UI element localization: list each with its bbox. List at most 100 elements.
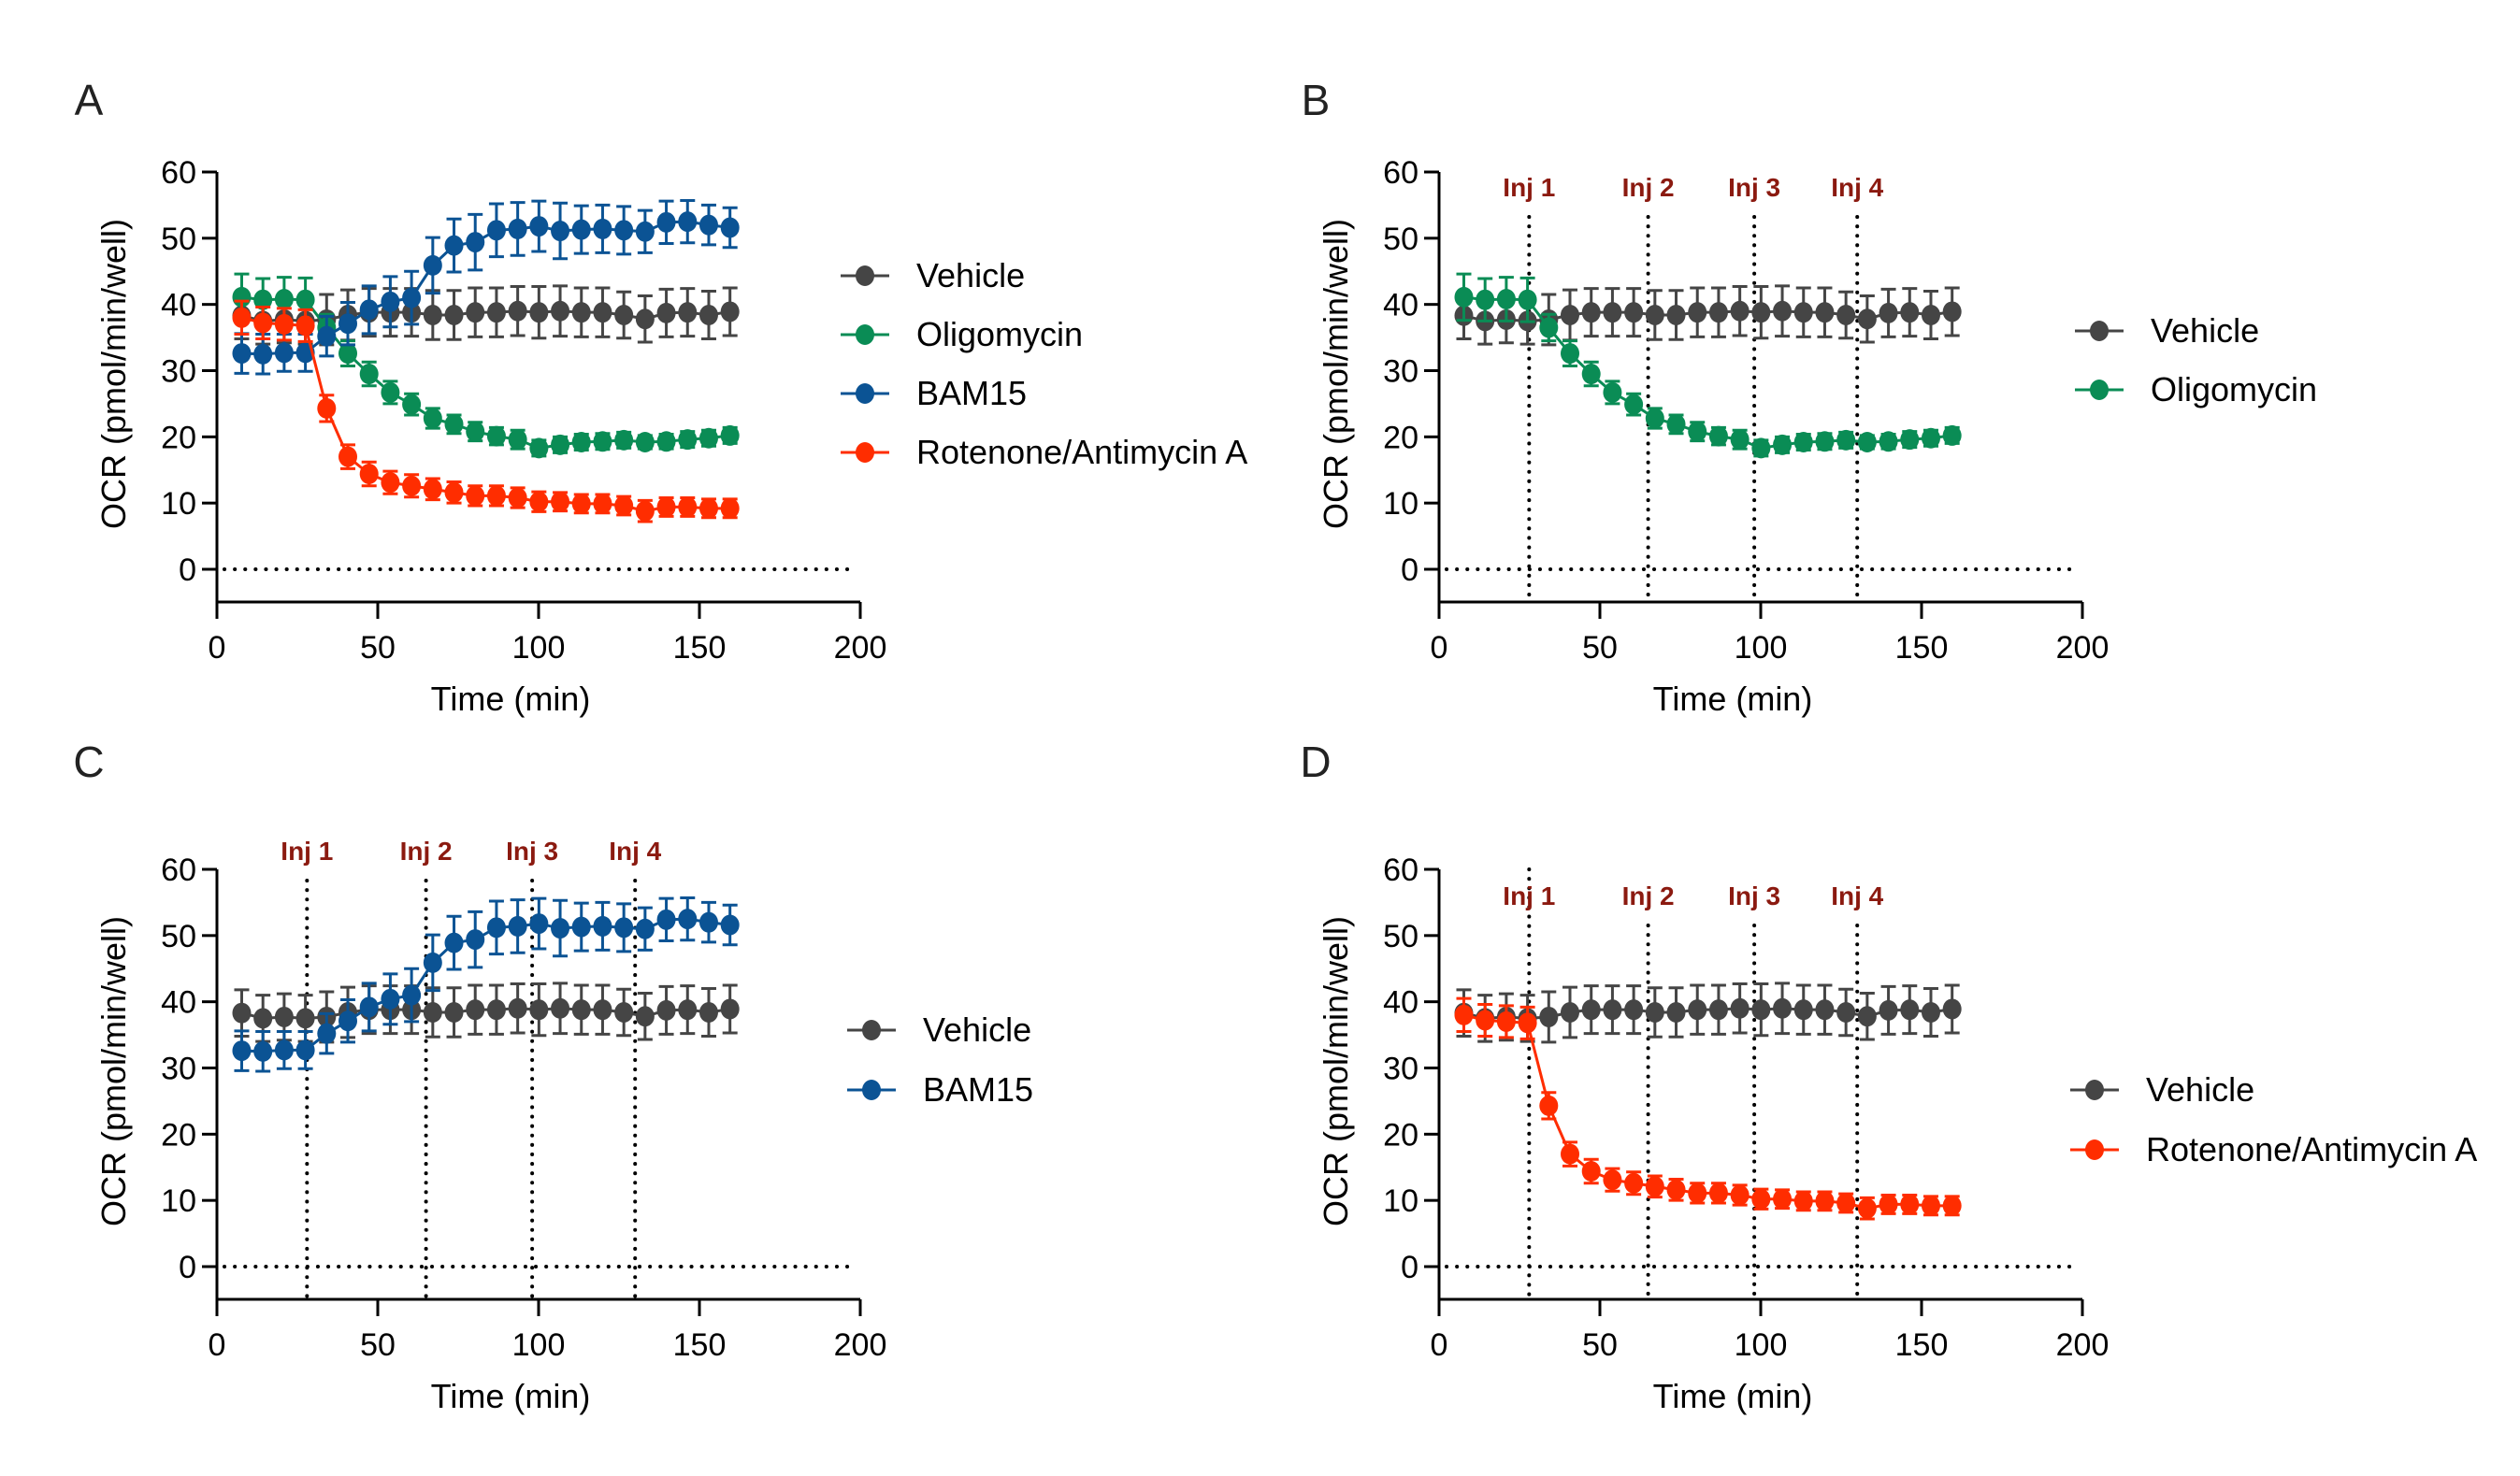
data-point [1921, 427, 1940, 449]
data-point [359, 364, 379, 385]
data-point [1581, 999, 1601, 1021]
data-point [698, 1002, 718, 1023]
legend-swatch-marker [2085, 1139, 2104, 1160]
data-point [317, 1023, 337, 1044]
data-point [1815, 431, 1835, 452]
legend-label: BAM15 [916, 374, 1027, 412]
data-point [359, 464, 379, 484]
data-point [1815, 1190, 1835, 1211]
data-point [614, 495, 634, 516]
data-point [1921, 1002, 1940, 1023]
data-point [571, 916, 591, 938]
data-point [486, 425, 506, 447]
legend-label: BAM15 [923, 1070, 1033, 1109]
data-point [338, 1010, 358, 1032]
data-point [571, 302, 591, 323]
series-line [241, 1007, 730, 1020]
data-point [614, 429, 634, 451]
data-point [1942, 1195, 1962, 1216]
data-point [1815, 999, 1835, 1021]
data-point [486, 999, 506, 1021]
data-point [253, 343, 273, 365]
data-point [1666, 1002, 1686, 1023]
legend-label: Vehicle [2146, 1070, 2254, 1109]
legend-item: BAM15 [847, 1070, 1033, 1109]
x-tick-label: 100 [512, 1327, 566, 1363]
data-point [1666, 1179, 1686, 1200]
data-point [1836, 1002, 1856, 1023]
data-point [678, 999, 698, 1021]
data-point [635, 918, 655, 939]
series-bam15 [232, 896, 740, 1073]
data-point [1921, 305, 1940, 325]
data-point [529, 437, 549, 459]
data-point [678, 909, 698, 930]
legend-item: Vehicle [2075, 311, 2259, 350]
legend-item: Vehicle [2070, 1070, 2254, 1109]
data-point [720, 217, 740, 238]
data-point [1751, 999, 1771, 1021]
y-tick-label: 30 [161, 354, 196, 390]
data-point [1645, 1176, 1664, 1197]
data-point [295, 1039, 315, 1061]
injection-label: Inj 1 [281, 837, 333, 866]
panel-letter: C [73, 738, 104, 786]
y-tick-label: 0 [179, 552, 196, 588]
injection-label: Inj 2 [1622, 173, 1675, 202]
data-point [1666, 413, 1686, 435]
y-tick-label: 60 [161, 853, 196, 888]
data-point [1773, 300, 1793, 322]
data-point [1900, 302, 1920, 323]
legend-label: Vehicle [2151, 311, 2259, 350]
data-point [444, 1002, 464, 1023]
legend-item: Vehicle [847, 1010, 1031, 1049]
data-point [1624, 1172, 1644, 1194]
data-point [1900, 429, 1920, 451]
data-point [444, 481, 464, 503]
data-point [381, 291, 400, 312]
y-tick-label: 50 [161, 919, 196, 954]
legend-label: Vehicle [916, 256, 1025, 294]
x-axis-title: Time (min) [431, 1377, 591, 1415]
data-point [529, 913, 549, 935]
data-point [274, 313, 294, 335]
data-point [253, 289, 273, 310]
legend-item: Vehicle [841, 256, 1025, 294]
x-tick-label: 50 [360, 1327, 396, 1363]
data-point [1708, 302, 1728, 323]
y-tick-label: 50 [1383, 222, 1418, 257]
data-point [635, 432, 655, 452]
data-point [571, 999, 591, 1021]
data-point [274, 1039, 294, 1061]
data-point [1730, 300, 1750, 322]
x-tick-label: 0 [1431, 630, 1448, 666]
data-point [593, 302, 612, 323]
legend-swatch-marker [2090, 380, 2109, 400]
data-point [1454, 286, 1474, 308]
data-point [1751, 302, 1771, 323]
data-point [1879, 302, 1898, 323]
data-point [551, 300, 570, 322]
y-tick-label: 50 [161, 222, 196, 257]
data-point [614, 917, 634, 939]
series-oligomycin [1454, 272, 1962, 459]
data-point [1793, 1190, 1813, 1211]
data-point [678, 211, 698, 233]
injection-label: Inj 1 [1503, 881, 1555, 910]
x-tick-label: 150 [1895, 1327, 1949, 1363]
x-tick-label: 200 [2056, 630, 2110, 666]
data-point [1645, 305, 1664, 325]
injection-label: Inj 1 [1503, 173, 1555, 202]
data-point [656, 302, 676, 323]
data-point [551, 434, 570, 455]
data-point [1454, 1004, 1474, 1025]
data-point [1857, 432, 1877, 452]
x-tick-label: 150 [673, 630, 727, 666]
data-point [614, 1002, 634, 1023]
x-tick-label: 100 [512, 630, 566, 666]
legend-item: Rotenone/Antimycin A [2070, 1130, 2477, 1168]
data-point [1942, 998, 1962, 1020]
legend-item: Rotenone/Antimycin A [841, 433, 1247, 471]
data-point [1603, 302, 1622, 323]
